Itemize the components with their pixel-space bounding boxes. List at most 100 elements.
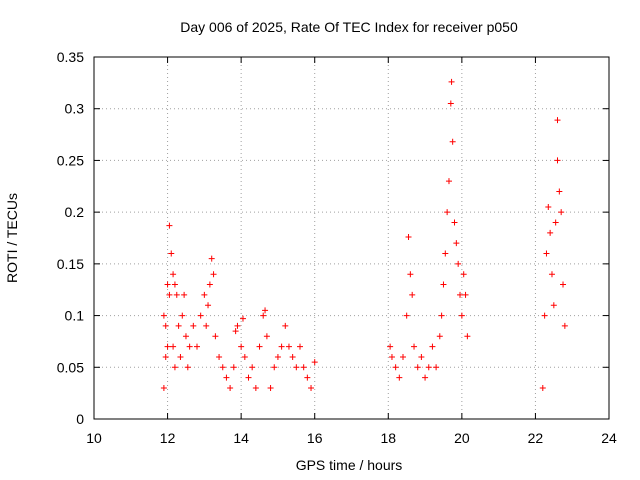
data-point bbox=[278, 343, 285, 350]
data-point bbox=[552, 219, 559, 226]
data-point bbox=[186, 343, 193, 350]
data-point bbox=[208, 255, 215, 262]
data-point bbox=[238, 343, 245, 350]
data-point bbox=[234, 322, 241, 329]
data-point bbox=[203, 322, 210, 329]
data-point bbox=[409, 291, 416, 298]
data-point bbox=[308, 384, 315, 391]
data-point bbox=[201, 291, 208, 298]
y-tick-label: 0.35 bbox=[57, 49, 84, 65]
data-point bbox=[457, 291, 464, 298]
data-point bbox=[160, 312, 167, 319]
data-point bbox=[282, 322, 289, 329]
data-point bbox=[297, 343, 303, 350]
data-point bbox=[160, 384, 167, 391]
data-point bbox=[447, 100, 454, 107]
data-point bbox=[445, 178, 452, 185]
data-point bbox=[407, 271, 414, 278]
data-point bbox=[194, 343, 200, 350]
data-point bbox=[177, 353, 184, 360]
data-point bbox=[560, 281, 567, 288]
data-point bbox=[554, 117, 561, 124]
data-point bbox=[400, 353, 406, 360]
data-point bbox=[548, 271, 555, 278]
data-point bbox=[285, 343, 292, 350]
y-tick-labels: 0 0.05 0.1 0.15 0.2 0.25 0.3 0.35 bbox=[57, 49, 84, 427]
data-point bbox=[429, 343, 436, 350]
data-points bbox=[160, 78, 568, 391]
data-point bbox=[556, 188, 563, 195]
data-point bbox=[197, 312, 204, 319]
data-point bbox=[558, 209, 565, 216]
x-tick-label: 10 bbox=[86, 430, 102, 446]
data-point bbox=[252, 384, 259, 391]
data-point bbox=[175, 322, 182, 329]
data-point bbox=[462, 291, 469, 298]
data-point bbox=[216, 353, 223, 360]
data-point bbox=[550, 302, 557, 309]
y-tick-label: 0.1 bbox=[65, 308, 85, 324]
data-point bbox=[460, 271, 467, 278]
data-point bbox=[414, 364, 421, 371]
data-point bbox=[289, 353, 296, 360]
data-point bbox=[547, 229, 554, 236]
data-point bbox=[184, 364, 191, 371]
data-point bbox=[396, 374, 403, 381]
x-tick-label: 12 bbox=[160, 430, 176, 446]
data-point bbox=[219, 364, 226, 371]
data-point bbox=[170, 271, 177, 278]
x-tick-label: 22 bbox=[528, 430, 544, 446]
data-point bbox=[168, 250, 175, 257]
x-axis-label: GPS time / hours bbox=[296, 457, 403, 473]
data-point bbox=[440, 281, 447, 288]
data-point bbox=[263, 333, 270, 340]
data-point bbox=[293, 364, 300, 371]
data-point bbox=[227, 384, 234, 391]
x-tick-labels: 10 12 14 16 18 20 22 24 bbox=[86, 430, 617, 446]
y-tick-label: 0 bbox=[76, 411, 84, 427]
chart-title: Day 006 of 2025, Rate Of TEC Index for r… bbox=[180, 19, 518, 35]
data-point bbox=[271, 364, 278, 371]
data-point bbox=[274, 353, 281, 360]
axis-ticks bbox=[93, 56, 610, 420]
data-point bbox=[455, 260, 462, 267]
data-point bbox=[545, 203, 552, 210]
data-point bbox=[561, 322, 568, 329]
data-point bbox=[206, 281, 213, 288]
data-point bbox=[392, 364, 399, 371]
data-point bbox=[256, 343, 263, 350]
data-point bbox=[166, 291, 173, 298]
data-point bbox=[162, 322, 169, 329]
data-point bbox=[267, 384, 274, 391]
data-point bbox=[164, 343, 171, 350]
data-point bbox=[181, 291, 188, 298]
data-point bbox=[171, 281, 178, 288]
data-point bbox=[425, 364, 432, 371]
data-point bbox=[438, 312, 445, 319]
plot-frame bbox=[93, 56, 610, 420]
data-point bbox=[249, 364, 256, 371]
data-point bbox=[405, 233, 412, 240]
data-point bbox=[190, 322, 197, 329]
data-point bbox=[205, 302, 212, 309]
y-tick-label: 0.25 bbox=[57, 152, 84, 168]
y-tick-label: 0.3 bbox=[65, 101, 85, 117]
data-point bbox=[245, 374, 252, 381]
data-point bbox=[179, 312, 186, 319]
data-point bbox=[464, 333, 471, 340]
data-point bbox=[311, 359, 318, 366]
data-point bbox=[262, 307, 269, 314]
data-point bbox=[162, 353, 169, 360]
data-point bbox=[260, 312, 267, 319]
data-point bbox=[451, 219, 458, 226]
x-tick-label: 20 bbox=[454, 430, 470, 446]
data-point bbox=[388, 353, 395, 360]
data-point bbox=[539, 384, 546, 391]
data-point bbox=[444, 209, 451, 216]
y-tick-label: 0.05 bbox=[57, 359, 84, 375]
data-point bbox=[403, 312, 410, 319]
data-point bbox=[223, 374, 230, 381]
data-point bbox=[418, 353, 425, 360]
y-tick-label: 0.15 bbox=[57, 256, 84, 272]
data-point bbox=[442, 250, 449, 257]
